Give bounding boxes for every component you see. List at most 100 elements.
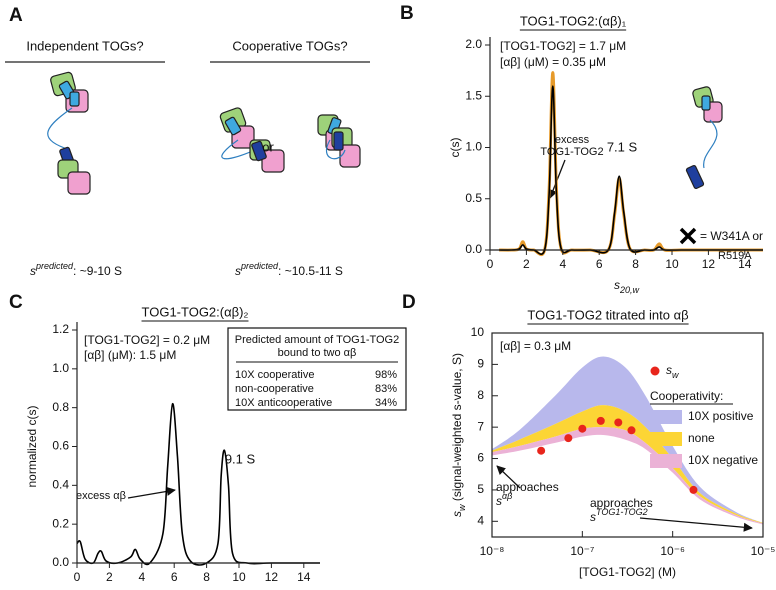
annotation-sym: s bbox=[590, 510, 596, 524]
annotation: 7.1 S bbox=[607, 139, 638, 154]
chart-title: TOG1-TOG2 titrated into αβ bbox=[527, 307, 688, 322]
table-cell: 34% bbox=[375, 397, 397, 409]
x-tick-label: 10⁻⁶ bbox=[660, 544, 685, 558]
annotation: [αβ] (μM) = 0.35 μM bbox=[500, 55, 606, 69]
annotation: approaches sαβ bbox=[496, 480, 559, 508]
data-point bbox=[596, 416, 605, 425]
diagram-header: Cooperative TOGs? bbox=[232, 38, 347, 53]
legend-label-sym: s bbox=[666, 363, 672, 377]
arrow bbox=[127, 486, 176, 499]
legend-label: 10X positive bbox=[688, 409, 754, 423]
y-axis-label-sub: w bbox=[457, 504, 467, 511]
y-axis-label-sym: s bbox=[450, 511, 464, 517]
y-tick-label: 0.0 bbox=[52, 555, 69, 569]
legend-swatch bbox=[650, 432, 682, 446]
legend-swatch bbox=[650, 410, 682, 424]
diagram-cartoons bbox=[5, 61, 723, 245]
prediction-sym: s bbox=[235, 264, 241, 278]
data-point bbox=[627, 426, 636, 435]
data-line bbox=[76, 402, 320, 566]
annotation-sup: αβ bbox=[502, 491, 512, 501]
data-point bbox=[537, 446, 546, 455]
table-cell: non-cooperative bbox=[235, 383, 314, 395]
y-tick-label: 4 bbox=[477, 513, 484, 527]
annotation-part: approaches bbox=[496, 480, 559, 494]
band bbox=[492, 356, 763, 523]
prediction-sym: s bbox=[30, 264, 36, 278]
panel-label: D bbox=[402, 292, 416, 313]
legend-label: none bbox=[688, 431, 715, 445]
y-tick-label: 0.5 bbox=[465, 191, 482, 205]
prediction: spredicted: ~9-10 S bbox=[30, 261, 122, 278]
y-tick-label: 0.4 bbox=[52, 478, 69, 492]
prediction-part: : ~10.5-11 S bbox=[278, 264, 343, 278]
x-tick-label: 10⁻⁷ bbox=[570, 544, 594, 558]
y-tick-label: 8 bbox=[477, 388, 484, 402]
x-axis-label: s20,w bbox=[614, 278, 640, 295]
table-title: bound to two αβ bbox=[278, 347, 357, 359]
annotation: 9.1 S bbox=[225, 451, 256, 466]
annotation: TOG1-TOG2 bbox=[540, 146, 603, 158]
prediction-sup: predicted bbox=[35, 261, 74, 271]
panel-label: B bbox=[400, 3, 414, 24]
y-tick-label: 1.0 bbox=[465, 140, 482, 154]
annotation-sym: s bbox=[496, 494, 502, 508]
x-tick-label: 8 bbox=[203, 570, 210, 584]
data-point bbox=[564, 434, 573, 443]
y-tick-label: 1.5 bbox=[465, 88, 482, 102]
x-tick-label: 8 bbox=[632, 257, 639, 271]
prediction: spredicted: ~10.5-11 S bbox=[235, 261, 343, 278]
annotation: [αβ] (μM): 1.5 μM bbox=[84, 348, 176, 362]
annotation-sup: TOG1-TOG2 bbox=[596, 507, 648, 517]
y-axis-label: sw (signal-weighted s-value, S) bbox=[450, 353, 467, 517]
table-cell: 98% bbox=[375, 369, 397, 381]
annotation: R519A bbox=[718, 250, 752, 262]
annotation: [TOG1-TOG2] = 0.2 μM bbox=[84, 333, 210, 347]
y-tick-label: 5 bbox=[477, 482, 484, 496]
x-tick-label: 4 bbox=[138, 570, 145, 584]
annotation: approaches sTOG1-TOG2 bbox=[590, 496, 653, 524]
x-tick-label: 6 bbox=[596, 257, 603, 271]
y-tick-label: 0.6 bbox=[52, 439, 69, 453]
x-tick-label: 10⁻⁵ bbox=[751, 544, 776, 558]
annotation: excess bbox=[555, 134, 590, 146]
x-tick-label: 2 bbox=[106, 570, 113, 584]
y-tick-label: 0.8 bbox=[52, 400, 69, 414]
plot-frame bbox=[491, 332, 764, 538]
prediction-part: : ~9-10 S bbox=[73, 264, 122, 278]
x-tick-label: 14 bbox=[297, 570, 311, 584]
y-tick-label: 10 bbox=[471, 325, 485, 339]
x-tick-label: 12 bbox=[702, 257, 716, 271]
x-tick-label: 2 bbox=[523, 257, 530, 271]
x-axis-label-sym: s bbox=[614, 278, 620, 292]
panel-label: C bbox=[9, 292, 23, 313]
table-cell: 83% bbox=[375, 383, 397, 395]
diagram-connector: or bbox=[262, 139, 274, 154]
legend-swatch bbox=[650, 454, 682, 468]
annotation: excess αβ bbox=[76, 490, 126, 502]
band bbox=[492, 405, 763, 524]
x-tick-label: 10 bbox=[665, 257, 679, 271]
annotation: [αβ] = 0.3 μM bbox=[500, 339, 571, 353]
y-tick-label: 1.0 bbox=[52, 361, 69, 375]
y-tick-label: 9 bbox=[477, 357, 484, 371]
data-line bbox=[499, 71, 763, 257]
annotation: [TOG1-TOG2] = 1.7 μM bbox=[500, 39, 626, 53]
x-tick-label: 14 bbox=[738, 257, 752, 271]
data-point bbox=[578, 424, 587, 433]
y-tick-label: 7 bbox=[477, 419, 484, 433]
legend-marker bbox=[650, 366, 660, 376]
legend-title: Cooperativity: bbox=[650, 389, 723, 403]
legend-label-sub: w bbox=[672, 370, 679, 380]
y-tick-label: 1.2 bbox=[52, 322, 69, 336]
annotation-part: approaches bbox=[590, 496, 653, 510]
arrow bbox=[496, 465, 521, 489]
x-tick-label: 0 bbox=[487, 257, 494, 271]
legend-label: 10X negative bbox=[688, 453, 758, 467]
chart-title: TOG1-TOG2:(αβ)₂ bbox=[142, 304, 249, 319]
y-axis-label: normalized c(s) bbox=[25, 405, 39, 487]
table-title: Predicted amount of TOG1-TOG2 bbox=[235, 334, 399, 346]
x-tick-label: 0 bbox=[74, 570, 81, 584]
x-tick-label: 4 bbox=[559, 257, 566, 271]
table-frame bbox=[227, 327, 407, 411]
